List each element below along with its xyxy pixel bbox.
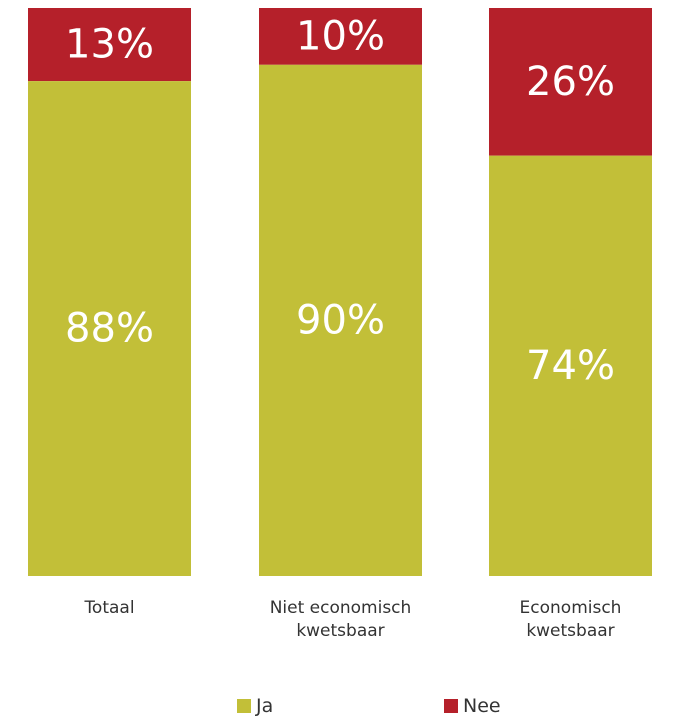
category-labels-group: Totaal Niet economisch kwetsbaar Economisch… (83, 598, 621, 641)
bar-segment-nee (28, 8, 191, 82)
category-label: Economisch (520, 598, 622, 618)
data-label-nee: 13% (65, 22, 154, 68)
bar-segment-ja (489, 155, 652, 576)
data-label-nee: 10% (296, 13, 385, 59)
data-label-ja: 74% (526, 343, 615, 389)
legend-label: Nee (463, 695, 501, 717)
legend-label: Ja (255, 695, 273, 717)
category-label: kwetsbaar (526, 621, 614, 641)
bar-segment-nee (259, 8, 422, 65)
legend-swatch (444, 699, 458, 713)
category-label: kwetsbaar (296, 621, 384, 641)
legend-swatch (237, 699, 251, 713)
data-label-ja: 90% (296, 297, 385, 343)
bar-segment-ja (259, 64, 422, 577)
data-label-nee: 26% (526, 59, 615, 105)
category-label: Niet economisch (270, 598, 412, 618)
category-label: Totaal (83, 598, 134, 618)
bar-segment-nee (489, 8, 652, 156)
bars-group: 13% 88% 10% 90% 26% 74% (28, 8, 652, 577)
data-label-ja: 88% (65, 306, 154, 352)
legend: Ja Nee (237, 695, 501, 717)
bar-segment-ja (28, 81, 191, 576)
